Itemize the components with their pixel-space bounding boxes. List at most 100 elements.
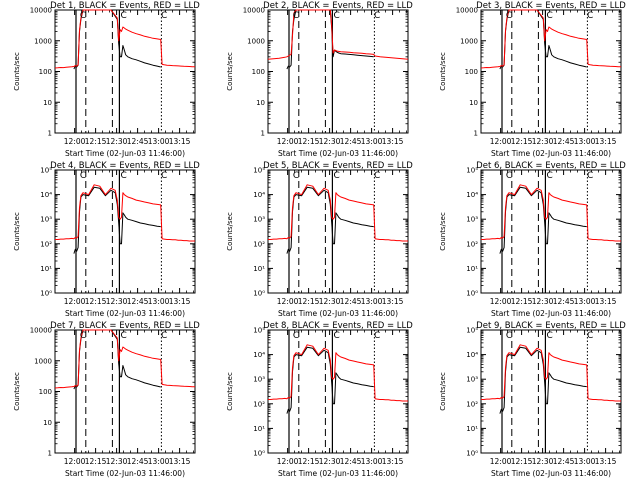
y-tick-label: 10⁵: [466, 167, 478, 175]
plot-frame: [480, 329, 622, 454]
x-tick-label: 12:15: [85, 137, 107, 146]
x-tick-label: 12:45: [340, 137, 362, 146]
y-tick-label: 10¹: [466, 425, 478, 433]
series-line-lld: [481, 184, 621, 242]
x-tick-label: 12:15: [85, 457, 107, 466]
y-axis-label: Counts/sec: [439, 52, 447, 91]
annotation-label: C: [546, 11, 552, 21]
x-tick-label: 12:00: [64, 457, 86, 466]
chart-panel-8: Det 8, BLACK = Events, RED = LLD Counts/s…: [226, 321, 413, 478]
x-axis-label: Start Time (02-Jun-03 11:46:00): [278, 309, 398, 318]
y-tick-label: 10⁴: [40, 191, 52, 199]
chart-title: Det 6, BLACK = Events, RED = LLD: [476, 161, 626, 171]
y-tick-label: 1: [474, 130, 478, 138]
plot-frame: [267, 329, 409, 454]
x-tick-label: 12:00: [490, 297, 512, 306]
y-tick-label: 10⁴: [466, 351, 478, 359]
y-tick-label: 100: [465, 68, 478, 76]
y-tick-label: 1000: [460, 37, 478, 45]
annotation-label: C: [293, 171, 299, 181]
chart-title: Det 3, BLACK = Events, RED = LLD: [476, 1, 626, 11]
series-line-events: [499, 346, 587, 414]
x-tick-label: 13:00: [574, 137, 596, 146]
series-line-lld: [267, 9, 409, 60]
x-tick-label: 13:15: [595, 457, 617, 466]
y-tick-label: 10⁰: [253, 450, 265, 458]
x-tick-label: 12:00: [490, 137, 512, 146]
annotation-label: C: [333, 11, 339, 21]
y-tick-label: 10: [43, 99, 52, 107]
x-tick-label: 12:00: [277, 457, 299, 466]
y-tick-label: 10: [43, 419, 52, 427]
y-axis-label: Counts/sec: [439, 372, 447, 411]
y-axis-label: Counts/sec: [13, 372, 21, 411]
y-tick-label: 1000: [247, 37, 265, 45]
x-tick-label: 12:30: [319, 137, 341, 146]
annotation-label: C: [506, 331, 512, 341]
y-tick-label: 100: [39, 68, 52, 76]
plot-frame: [54, 169, 196, 294]
y-tick-label: 10⁴: [466, 191, 478, 199]
series-line-lld: [54, 329, 196, 389]
chart-panel-3: Det 3, BLACK = Events, RED = LLD Counts/s…: [439, 1, 626, 158]
y-axis-label: Counts/sec: [13, 212, 21, 251]
plot-frame: [480, 169, 622, 294]
x-tick-label: 12:30: [106, 137, 128, 146]
y-tick-label: 10⁰: [466, 450, 478, 458]
chart-title: Det 1, BLACK = Events, RED = LLD: [50, 1, 200, 11]
x-tick-label: 12:30: [106, 457, 128, 466]
x-tick-label: 13:15: [382, 297, 404, 306]
annotation-label: C: [120, 331, 126, 341]
y-tick-label: 100: [39, 388, 52, 396]
chart-title: Det 7, BLACK = Events, RED = LLD: [50, 321, 200, 331]
chart-title: Det 8, BLACK = Events, RED = LLD: [263, 321, 413, 331]
x-tick-label: 12:30: [319, 457, 341, 466]
y-tick-label: 10: [256, 99, 265, 107]
x-axis-label: Start Time (02-Jun-03 11:46:00): [65, 309, 185, 318]
y-tick-label: 10³: [466, 376, 478, 384]
x-tick-label: 12:00: [490, 457, 512, 466]
y-tick-label: 10⁰: [253, 290, 265, 298]
x-tick-label: 13:00: [361, 457, 383, 466]
annotation-label: C: [120, 11, 126, 21]
x-tick-label: 12:45: [553, 297, 575, 306]
annotation-label: C: [161, 11, 167, 21]
y-axis-label: Counts/sec: [226, 372, 234, 411]
y-tick-label: 10²: [253, 240, 265, 248]
x-tick-label: 13:15: [169, 137, 191, 146]
series-line-lld: [481, 344, 621, 402]
annotation-label: C: [587, 331, 593, 341]
annotation-label: C: [293, 11, 299, 21]
chart-panel-6: Det 6, BLACK = Events, RED = LLD Counts/s…: [439, 161, 626, 318]
x-tick-label: 13:00: [148, 137, 170, 146]
annotation-label: C: [374, 171, 380, 181]
y-tick-label: 10⁵: [466, 327, 478, 335]
chart-title: Det 4, BLACK = Events, RED = LLD: [50, 161, 200, 171]
x-tick-label: 12:00: [277, 137, 299, 146]
series-line-events: [286, 9, 374, 70]
series-line-lld: [480, 9, 622, 69]
annotation-label: C: [587, 171, 593, 181]
series-line-events: [286, 346, 374, 414]
x-tick-label: 12:15: [298, 137, 320, 146]
series-line-events: [73, 186, 161, 254]
chart-panel-2: Det 2, BLACK = Events, RED = LLD Counts/s…: [226, 1, 413, 158]
y-tick-label: 10: [469, 99, 478, 107]
annotation-label: C: [161, 171, 167, 181]
x-tick-label: 12:15: [298, 297, 320, 306]
series-line-lld: [55, 184, 195, 242]
y-axis-label: Counts/sec: [13, 52, 21, 91]
x-tick-label: 13:00: [148, 297, 170, 306]
x-tick-label: 12:45: [553, 137, 575, 146]
y-tick-label: 10²: [40, 240, 52, 248]
x-tick-label: 12:45: [340, 457, 362, 466]
x-tick-label: 12:45: [127, 137, 149, 146]
x-tick-label: 12:30: [319, 297, 341, 306]
y-tick-label: 10²: [253, 400, 265, 408]
x-tick-label: 13:00: [574, 297, 596, 306]
annotation-label: C: [333, 171, 339, 181]
x-axis-label: Start Time (02-Jun-03 11:46:00): [278, 469, 398, 478]
y-axis-label: Counts/sec: [226, 52, 234, 91]
annotation-label: C: [120, 171, 126, 181]
x-tick-label: 13:00: [574, 457, 596, 466]
